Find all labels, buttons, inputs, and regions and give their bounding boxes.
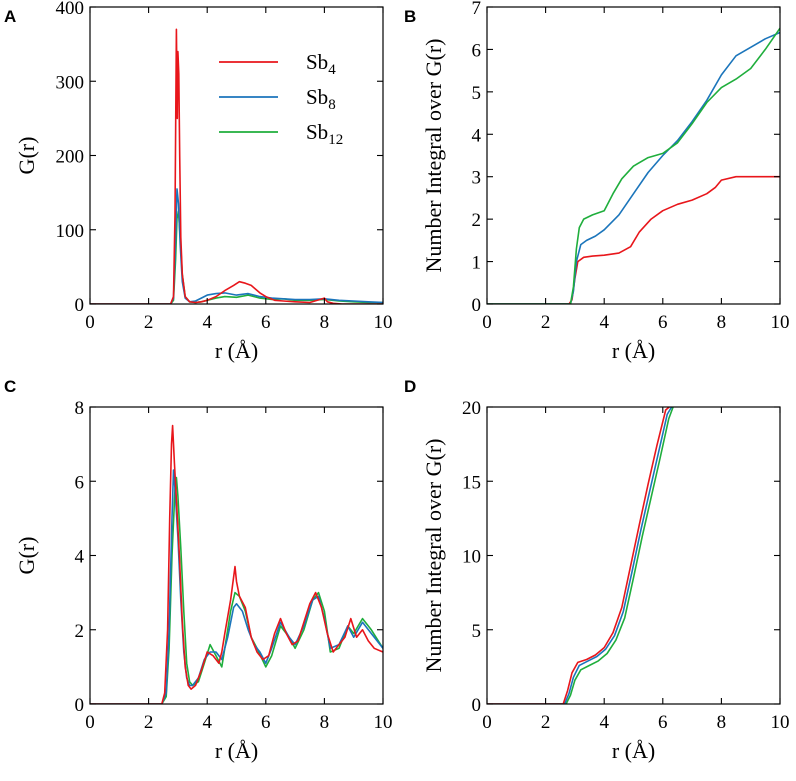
legend-label-base: Sb (306, 85, 328, 109)
x-tick-label: 8 (320, 712, 330, 733)
x-tick-label: 10 (771, 712, 790, 733)
x-tick-label: 8 (717, 712, 727, 733)
x-tick-label: 0 (482, 312, 492, 333)
x-tick-label: 6 (261, 312, 271, 333)
y-tick-label: 15 (462, 472, 481, 493)
legend-label-subscript: 4 (328, 62, 336, 78)
x-tick-label: 10 (374, 312, 393, 333)
series-line-sb12 (487, 407, 674, 704)
x-axis-title: r (Å) (612, 738, 655, 763)
panel-c: C 0 2 4 6 8 10 0 2 4 6 8 r (Å) G(r) (4, 377, 393, 763)
x-tick-label: 8 (320, 312, 330, 333)
x-tick-label: 6 (658, 312, 668, 333)
y-tick-label: 2 (472, 210, 482, 231)
legend-label-subscript: 12 (328, 132, 343, 148)
series-line-sb12 (90, 476, 383, 704)
y-tick-label: 0 (472, 695, 482, 716)
x-tick-label: 0 (85, 312, 95, 333)
plot-frame (486, 6, 781, 305)
x-tick-label: 2 (144, 312, 154, 333)
y-tick-label: 7 (472, 0, 482, 19)
series-group (90, 28, 383, 304)
x-tick-label: 4 (599, 312, 609, 333)
series-line-sb12 (90, 210, 383, 304)
y-tick-label: 6 (472, 40, 482, 61)
x-axis-title: r (Å) (215, 338, 258, 363)
y-tick-label: 20 (462, 398, 481, 419)
x-tick-label: 10 (771, 312, 790, 333)
panel-label: A (4, 7, 16, 26)
y-axis-title: Number Integral over G(r) (421, 39, 446, 273)
panel-label: D (404, 377, 416, 396)
legend-label: Sb4 (306, 50, 336, 78)
series-line-sb4 (90, 28, 383, 304)
panel-label: B (404, 7, 416, 26)
legend-label: Sb12 (306, 120, 343, 148)
x-tick-label: 4 (202, 312, 212, 333)
y-tick-label: 100 (56, 221, 85, 242)
series-group (90, 424, 383, 704)
x-tick-label: 2 (541, 712, 551, 733)
x-tick-label: 2 (144, 712, 154, 733)
y-tick-label: 5 (472, 621, 482, 642)
y-tick-label: 400 (56, 0, 85, 19)
legend-label-subscript: 8 (328, 97, 336, 113)
y-tick-label: 300 (56, 72, 85, 93)
y-tick-label: 1 (472, 253, 482, 274)
y-tick-label: 6 (75, 472, 85, 493)
legend-label-base: Sb (306, 50, 328, 74)
y-axis-title: G(r) (14, 537, 39, 575)
plot-frame (89, 406, 384, 705)
y-tick-label: 0 (472, 295, 482, 316)
y-tick-label: 4 (75, 547, 85, 568)
y-tick-label: 5 (472, 83, 482, 104)
legend-label: Sb8 (306, 85, 336, 113)
x-tick-label: 6 (658, 712, 668, 733)
panel-d: D 0 2 4 6 8 10 0 5 10 15 20 r (Å) Number Integral ove… (404, 377, 790, 763)
y-tick-label: 2 (75, 621, 85, 642)
series-group (487, 27, 780, 304)
series-line-sb4 (487, 175, 780, 304)
x-tick-label: 4 (202, 712, 212, 733)
x-tick-label: 10 (374, 712, 393, 733)
panel-label: C (4, 377, 16, 396)
series-line-sb8 (487, 31, 780, 304)
series-line-sb4 (487, 407, 670, 704)
y-tick-label: 200 (56, 147, 85, 168)
series-line-sb4 (90, 424, 383, 704)
series-line-sb8 (90, 188, 383, 304)
series-line-sb8 (90, 469, 383, 704)
x-tick-label: 6 (261, 712, 271, 733)
panel-b: B 0 2 4 6 8 10 0 1 2 3 4 5 6 7 r (Å) Number Integral ove… (404, 0, 790, 363)
y-tick-label: 0 (75, 695, 85, 716)
y-tick-label: 4 (472, 125, 482, 146)
y-axis-title: Number Integral over G(r) (421, 439, 446, 673)
series-line-sb8 (487, 407, 673, 704)
y-tick-label: 0 (75, 295, 85, 316)
x-tick-label: 0 (85, 712, 95, 733)
y-axis-title: G(r) (14, 137, 39, 175)
series-group (487, 407, 674, 704)
plot-frame (89, 6, 384, 305)
x-axis-title: r (Å) (612, 338, 655, 363)
x-tick-label: 2 (541, 312, 551, 333)
x-tick-label: 0 (482, 712, 492, 733)
y-tick-label: 3 (472, 168, 482, 189)
x-tick-label: 4 (599, 712, 609, 733)
series-line-sb12 (487, 27, 780, 304)
y-tick-label: 10 (462, 547, 481, 568)
x-axis-title: r (Å) (215, 738, 258, 763)
x-tick-label: 8 (717, 312, 727, 333)
y-tick-label: 8 (75, 398, 85, 419)
legend-label-base: Sb (306, 120, 328, 144)
